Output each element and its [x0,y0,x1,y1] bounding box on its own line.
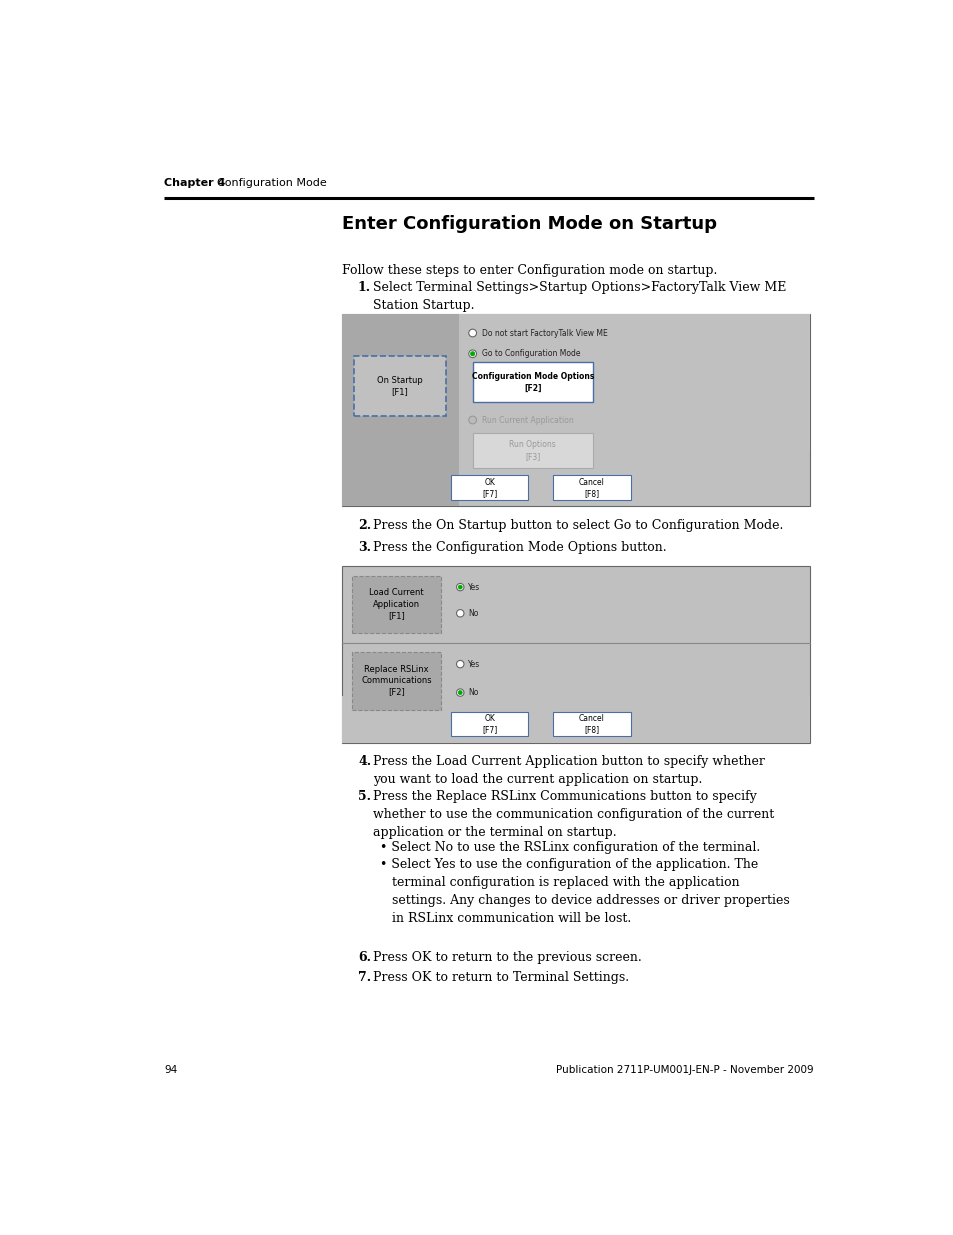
FancyBboxPatch shape [342,566,809,742]
Text: Replace RSLinx
Communications
[F2]: Replace RSLinx Communications [F2] [360,664,431,697]
Circle shape [468,330,476,337]
Text: Press OK to return to Terminal Settings.: Press OK to return to Terminal Settings. [373,971,629,983]
Text: Press the On Startup button to select Go to Configuration Mode.: Press the On Startup button to select Go… [373,520,783,532]
Text: Run Options
[F3]: Run Options [F3] [509,440,556,461]
Text: OK
[F7]: OK [F7] [481,714,497,735]
Text: Follow these steps to enter Configuration mode on startup.: Follow these steps to enter Configuratio… [342,264,717,277]
Circle shape [470,352,475,356]
FancyBboxPatch shape [352,576,440,634]
FancyBboxPatch shape [354,356,445,416]
Text: Yes: Yes [468,583,479,592]
Text: 6.: 6. [357,951,371,963]
Text: Configuration Mode: Configuration Mode [216,178,326,188]
FancyBboxPatch shape [342,697,809,742]
Text: Cancel
[F8]: Cancel [F8] [578,478,604,498]
Circle shape [456,610,463,618]
FancyBboxPatch shape [451,711,528,736]
FancyBboxPatch shape [342,314,809,506]
FancyBboxPatch shape [472,362,592,403]
Text: Cancel
[F8]: Cancel [F8] [578,714,604,735]
Text: Press the Configuration Mode Options button.: Press the Configuration Mode Options but… [373,541,666,555]
Circle shape [468,350,476,358]
Text: OK
[F7]: OK [F7] [481,478,497,498]
Text: • Select No to use the RSLinx configuration of the terminal.: • Select No to use the RSLinx configurat… [379,841,760,855]
Text: Press the Replace RSLinx Communications button to specify
whether to use the com: Press the Replace RSLinx Communications … [373,789,774,839]
Text: 94: 94 [164,1065,177,1074]
Text: Yes: Yes [468,659,479,668]
FancyBboxPatch shape [352,652,440,710]
Text: 7.: 7. [357,971,371,983]
FancyBboxPatch shape [342,314,458,506]
Text: Press OK to return to the previous screen.: Press OK to return to the previous scree… [373,951,641,963]
Text: Run Current Application: Run Current Application [481,415,573,425]
Text: 4.: 4. [357,755,371,768]
Circle shape [468,416,476,424]
Text: No: No [468,688,477,697]
Text: 2.: 2. [357,520,371,532]
Text: On Startup
[F1]: On Startup [F1] [376,375,422,396]
Text: Enter Configuration Mode on Startup: Enter Configuration Mode on Startup [342,215,717,233]
Circle shape [457,690,462,694]
FancyBboxPatch shape [451,475,528,500]
Text: Select Terminal Settings>Startup Options>FactoryTalk View ME
Station Startup.: Select Terminal Settings>Startup Options… [373,282,786,312]
FancyBboxPatch shape [553,475,630,500]
Circle shape [456,583,463,590]
FancyBboxPatch shape [472,433,592,468]
Text: Load Current
Application
[F1]: Load Current Application [F1] [369,588,423,620]
Text: Press the Load Current Application button to specify whether
you want to load th: Press the Load Current Application butto… [373,755,764,785]
Text: No: No [468,609,477,618]
FancyBboxPatch shape [553,711,630,736]
Text: Publication 2711P-UM001J-EN-P - November 2009: Publication 2711P-UM001J-EN-P - November… [556,1065,813,1074]
Text: 1.: 1. [357,282,371,294]
Text: Do not start FactoryTalk View ME: Do not start FactoryTalk View ME [481,329,607,337]
Text: Configuration Mode Options
[F2]: Configuration Mode Options [F2] [471,372,594,393]
FancyBboxPatch shape [458,314,809,451]
Circle shape [457,585,462,589]
Text: Chapter 4: Chapter 4 [164,178,225,188]
Text: • Select Yes to use the configuration of the application. The
   terminal config: • Select Yes to use the configuration of… [379,858,788,925]
Text: 3.: 3. [357,541,371,555]
Text: 5.: 5. [357,789,371,803]
Circle shape [456,661,463,668]
Text: Go to Configuration Mode: Go to Configuration Mode [481,350,579,358]
Circle shape [456,689,463,697]
